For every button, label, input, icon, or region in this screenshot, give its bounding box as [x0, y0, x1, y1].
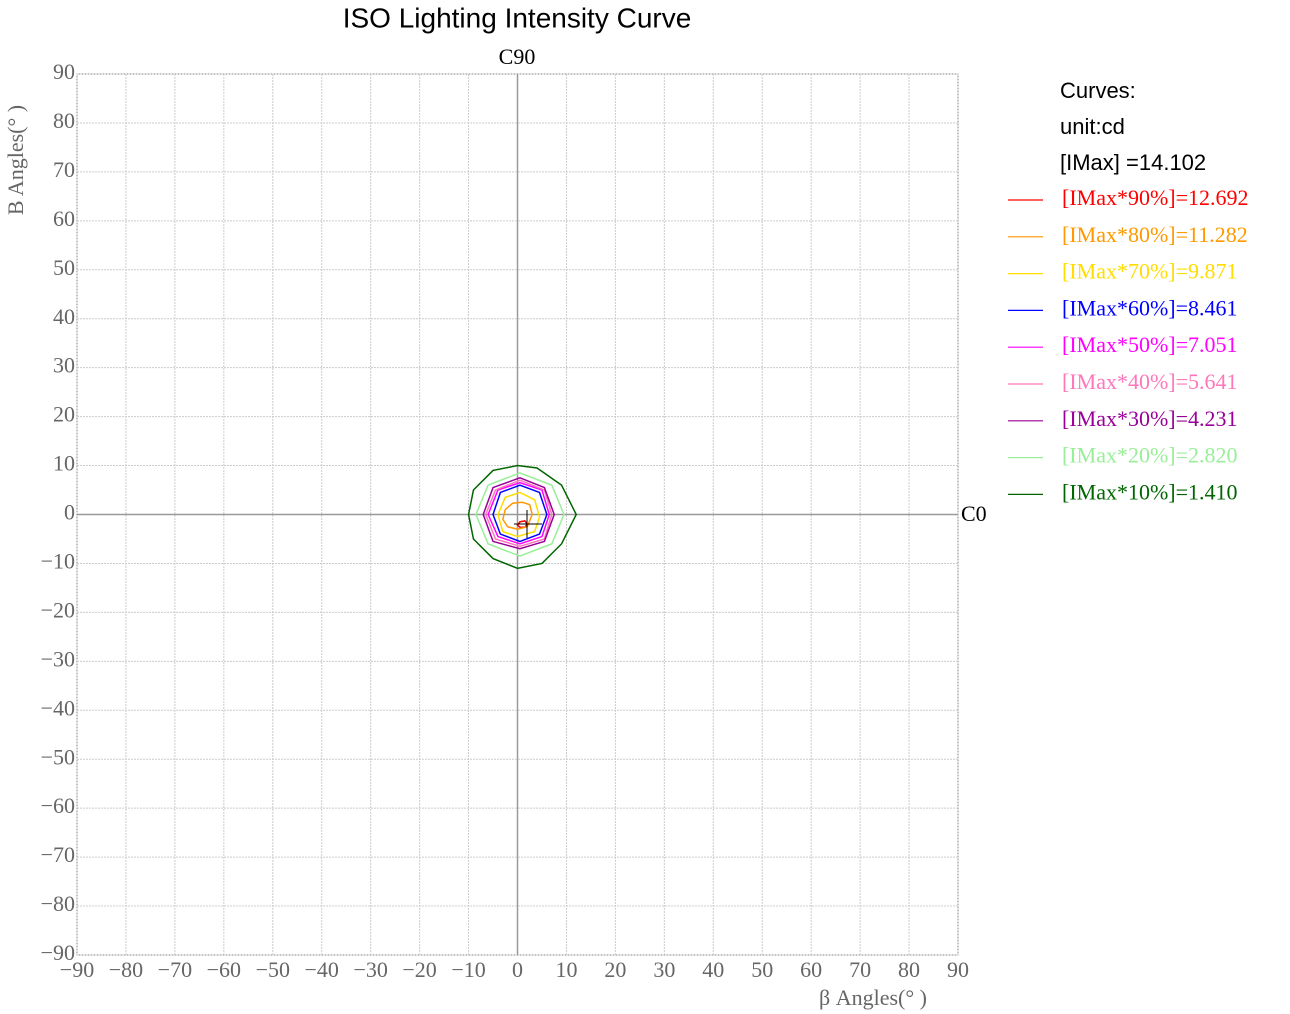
legend-label: [IMax*90%]=12.692	[1062, 185, 1249, 210]
legend-label: [IMax*60%]=8.461	[1062, 295, 1238, 320]
contour-line	[482, 476, 556, 550]
chart-title: ISO Lighting Intensity Curve	[343, 2, 692, 33]
y-tick-label: 90	[53, 59, 75, 84]
legend-header: Curves:	[1060, 78, 1136, 103]
legend-header: unit:cd	[1060, 114, 1125, 139]
y-tick-label: −60	[41, 793, 75, 818]
x-tick-label: −40	[305, 957, 339, 982]
contour-line	[484, 479, 553, 548]
y-tick-label: −40	[41, 695, 75, 720]
y-tick-label: −90	[41, 940, 75, 965]
x-tick-label: 70	[849, 957, 871, 982]
x-tick-label: −20	[402, 957, 436, 982]
top-label: C90	[499, 44, 536, 69]
x-tick-label: −10	[451, 957, 485, 982]
y-tick-label: −10	[41, 548, 75, 573]
max-marker	[514, 510, 542, 538]
legend-label: [IMax*10%]=1.410	[1062, 479, 1238, 504]
y-tick-label: 10	[53, 451, 75, 476]
y-tick-label: −50	[41, 744, 75, 769]
x-tick-label: 20	[604, 957, 626, 982]
x-tick-label: 10	[555, 957, 577, 982]
y-tick-label: −70	[41, 842, 75, 867]
y-tick-label: 60	[53, 206, 75, 231]
x-tick-label: 50	[751, 957, 773, 982]
x-tick-label: −30	[353, 957, 387, 982]
y-tick-label: 80	[53, 108, 75, 133]
y-tick-label: 50	[53, 255, 75, 280]
legend-label: [IMax*70%]=9.871	[1062, 259, 1238, 284]
contour-line	[497, 491, 541, 538]
y-tick-label: 30	[53, 353, 75, 378]
right-label: C0	[961, 501, 987, 526]
legend-label: [IMax*80%]=11.282	[1062, 222, 1248, 247]
x-tick-label: −50	[256, 957, 290, 982]
y-tick-label: −20	[41, 597, 75, 622]
x-tick-label: 60	[800, 957, 822, 982]
y-tick-label: 0	[64, 500, 75, 525]
legend-label: [IMax*50%]=7.051	[1062, 332, 1238, 357]
x-tick-label: 30	[653, 957, 675, 982]
x-tick-label: −90	[60, 957, 94, 982]
contour-line	[487, 481, 551, 545]
y-tick-label: 20	[53, 402, 75, 427]
y-tick-label: −30	[41, 646, 75, 671]
y-axis-label: B Angles(° )	[3, 105, 28, 215]
y-tick-label: 40	[53, 304, 75, 329]
legend-label: [IMax*30%]=4.231	[1062, 406, 1238, 431]
x-tick-label: 0	[512, 957, 523, 982]
contour-line	[475, 472, 565, 557]
contour-line	[467, 464, 578, 570]
legend-label: [IMax*40%]=5.641	[1062, 369, 1238, 394]
legend-header: [IMax] =14.102	[1060, 150, 1206, 175]
y-tick-label: 70	[53, 157, 75, 182]
x-tick-label: −70	[158, 957, 192, 982]
contour-line	[492, 484, 548, 543]
contour-line	[502, 501, 533, 530]
x-tick-label: 40	[702, 957, 724, 982]
legend-label: [IMax*20%]=2.820	[1062, 443, 1238, 468]
y-tick-label: −80	[41, 891, 75, 916]
x-tick-label: −60	[207, 957, 241, 982]
x-tick-label: 90	[947, 957, 969, 982]
x-tick-label: −80	[109, 957, 143, 982]
x-axis-label: β Angles(° )	[819, 985, 927, 1010]
x-tick-label: 80	[898, 957, 920, 982]
plot	[76, 73, 959, 956]
